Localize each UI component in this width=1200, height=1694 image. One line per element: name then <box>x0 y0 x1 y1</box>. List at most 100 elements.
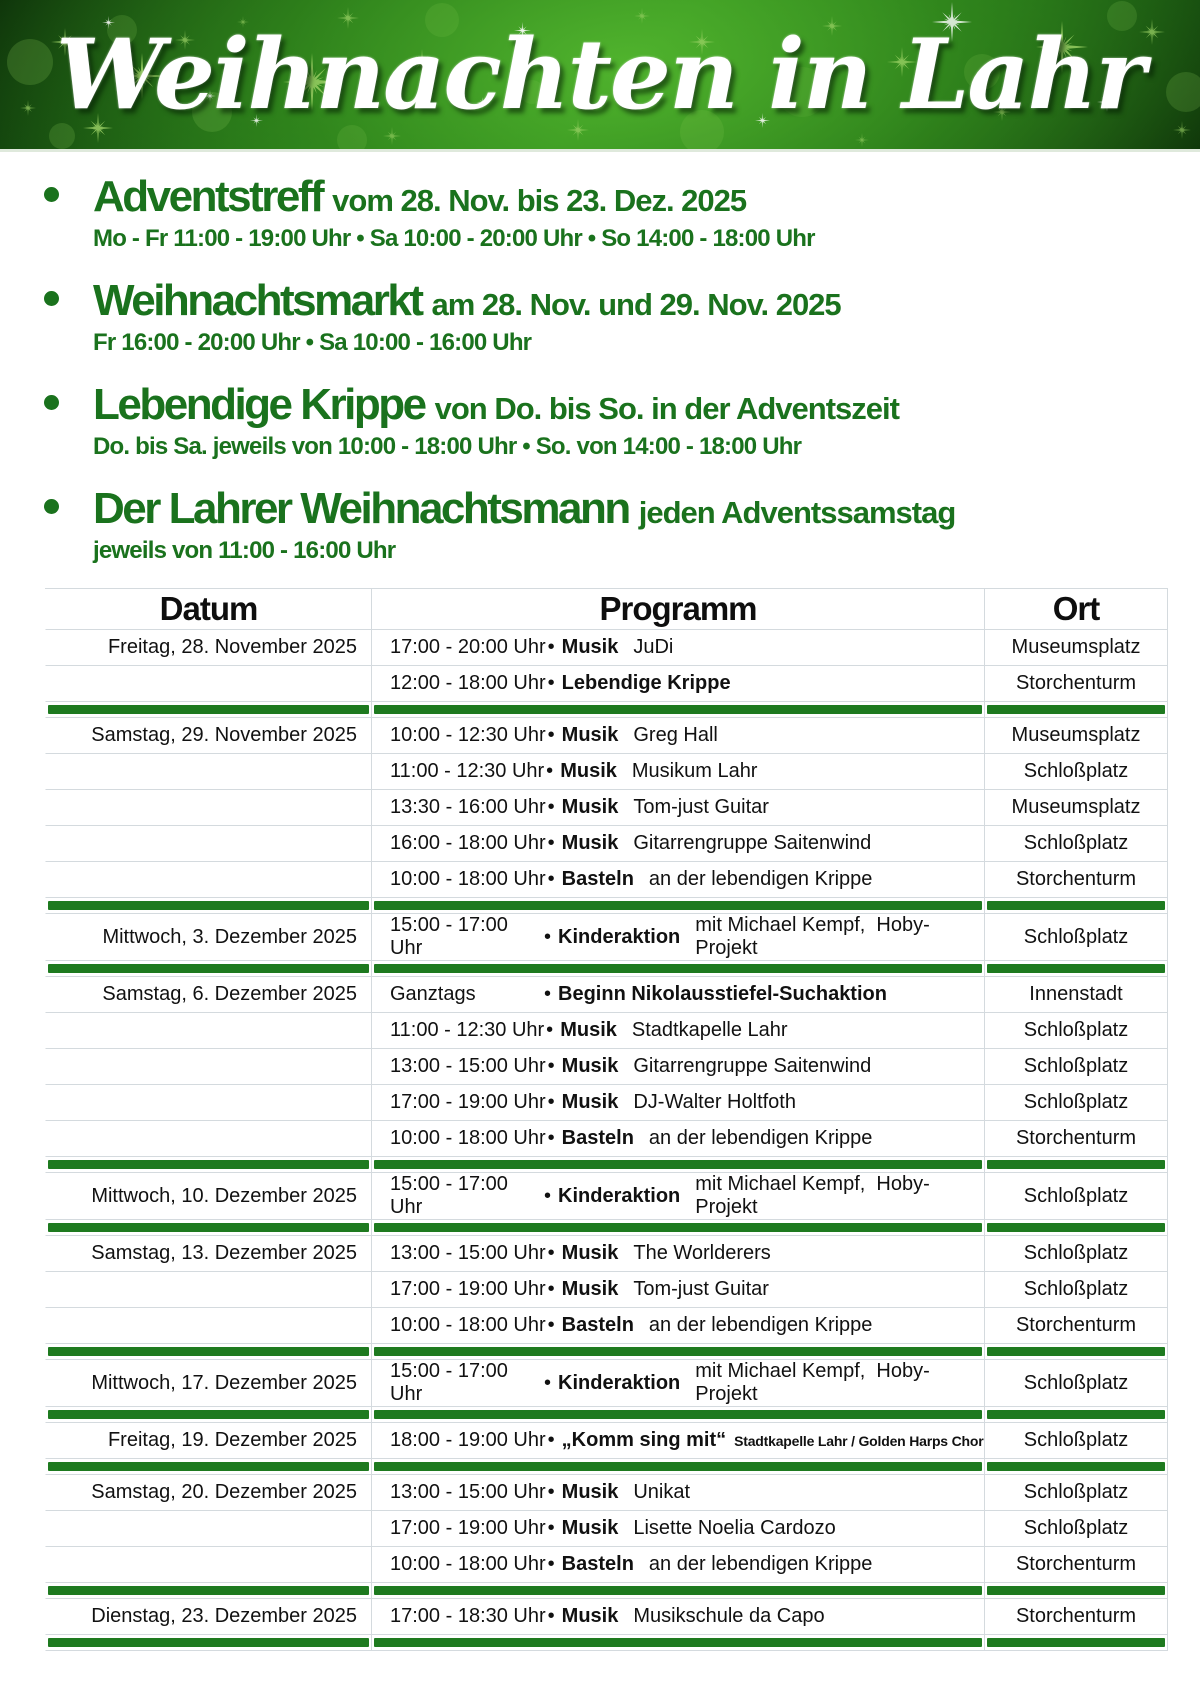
program-cell: Ganztags • Beginn Nikolausstiefel-Suchakti… <box>372 977 985 1013</box>
event-times: Mo - Fr 11:00 - 19:00 Uhr • Sa 10:00 - 2… <box>93 225 815 252</box>
date-cell: Freitag, 28. November 2025 <box>45 630 372 666</box>
date-cell: Samstag, 13. Dezember 2025 <box>45 1236 372 1272</box>
program-label: Musik <box>561 1055 619 1077</box>
program-cell: 16:00 - 18:00 Uhr • Musik Gitarrengruppe Sa… <box>372 826 985 862</box>
divider-cell <box>372 1407 985 1423</box>
divider-cell <box>985 1220 1168 1236</box>
time-range: 16:00 - 18:00 Uhr <box>390 832 546 854</box>
program-cell: 10:00 - 18:00 Uhr • Basteln an der lebendig… <box>372 1547 985 1583</box>
location-cell: Schloßplatz <box>985 1423 1168 1459</box>
date-cell <box>45 1272 372 1308</box>
location-cell: Schloßplatz <box>985 1049 1168 1085</box>
green-bar <box>48 1462 369 1471</box>
green-bar <box>374 964 982 973</box>
program-cell: 18:00 - 19:00 Uhr • „Komm sing mit“ Stadtka… <box>372 1423 985 1459</box>
divider-cell <box>985 1344 1168 1360</box>
bokeh-dot-icon <box>7 39 53 85</box>
program-detail: Stadtkapelle Lahr / Golden Harps Chor <box>734 1432 984 1449</box>
event-times: Do. bis Sa. jeweils von 10:00 - 18:00 Uh… <box>93 433 802 460</box>
table-row: 10:00 - 18:00 Uhr • Basteln an der lebendig… <box>45 1547 1168 1583</box>
event-summary-item: Lebendige Krippe von Do. bis So. in der A… <box>44 380 1170 461</box>
divider-cell <box>45 1635 372 1651</box>
time-range: 17:00 - 19:00 Uhr <box>390 1091 546 1113</box>
date-cell <box>45 862 372 898</box>
program-detail: The Worlderers <box>633 1242 771 1264</box>
date-cell: Samstag, 6. Dezember 2025 <box>45 977 372 1013</box>
column-header-datum: Datum <box>45 589 372 630</box>
bullet-separator: • <box>547 1091 555 1113</box>
program-cell: 10:00 - 12:30 Uhr • Musik Greg Hall <box>372 718 985 754</box>
location-cell: Schloßplatz <box>985 1511 1168 1547</box>
bullet-separator: • <box>544 925 552 948</box>
table-row: Dienstag, 23. Dezember 2025 17:00 - 18:3… <box>45 1599 1168 1635</box>
divider-cell <box>985 1459 1168 1475</box>
bullet-separator: • <box>547 1055 555 1077</box>
time-range: 10:00 - 18:00 Uhr <box>390 1314 546 1336</box>
event-subtitle: vom 28. Nov. bis 23. Dez. 2025 <box>332 183 747 218</box>
divider-cell <box>985 1157 1168 1173</box>
group-divider <box>45 1220 1168 1236</box>
location-cell: Innenstadt <box>985 977 1168 1013</box>
table-row: Mittwoch, 3. Dezember 2025 15:00 - 17:00… <box>45 914 1168 961</box>
location-cell: Schloßplatz <box>985 1272 1168 1308</box>
group-divider <box>45 898 1168 914</box>
time-range: Ganztags <box>390 983 476 1005</box>
program-label: Kinderaktion <box>558 1184 681 1207</box>
event-summary-text: Lebendige Krippe von Do. bis So. in der A… <box>93 380 900 461</box>
event-summary-item: Der Lahrer Weihnachtsmann jeden Adventssa… <box>44 484 1170 565</box>
location-cell: Storchenturm <box>985 666 1168 702</box>
divider-cell <box>45 1583 372 1599</box>
date-text: Freitag, 28. November 2025 <box>107 636 357 658</box>
green-bar <box>987 901 1165 910</box>
program-detail: Unikat <box>633 1481 691 1503</box>
program-label: Lebendige Krippe <box>561 672 731 694</box>
event-title: Adventstreff <box>93 172 325 221</box>
time-range: 13:00 - 15:00 Uhr <box>390 1481 546 1503</box>
program-label: Basteln <box>561 1314 634 1336</box>
table-row: 17:00 - 19:00 Uhr • Musik Tom-just Guitar S… <box>45 1272 1168 1308</box>
group-divider <box>45 1635 1168 1651</box>
bokeh-dot-icon <box>964 54 1000 90</box>
program-cell: 10:00 - 18:00 Uhr • Basteln an der lebendig… <box>372 1308 985 1344</box>
divider-cell <box>985 1635 1168 1651</box>
program-label: Musik <box>561 1605 619 1627</box>
date-cell <box>45 1511 372 1547</box>
event-title: Der Lahrer Weihnachtsmann <box>93 484 631 533</box>
program-detail: an der lebendigen Krippe <box>648 868 873 890</box>
date-text: Samstag, 13. Dezember 2025 <box>91 1242 357 1264</box>
table-row: Samstag, 6. Dezember 2025 Ganztags • Begin… <box>45 977 1168 1013</box>
time-range: 10:00 - 18:00 Uhr <box>390 868 546 890</box>
green-bar <box>48 1223 369 1232</box>
table-row: Freitag, 19. Dezember 2025 18:00 - 19:00… <box>45 1423 1168 1459</box>
location-cell: Schloßplatz <box>985 754 1168 790</box>
green-bar <box>987 1410 1165 1419</box>
location-cell: Schloßplatz <box>985 1475 1168 1511</box>
location-cell: Schloßplatz <box>985 1173 1168 1220</box>
program-label: Kinderaktion <box>558 925 681 948</box>
bullet-dot-icon <box>44 291 59 306</box>
bullet-separator: • <box>544 1371 552 1394</box>
table-row: 13:30 - 16:00 Uhr • Musik Tom-just Guitar M… <box>45 790 1168 826</box>
group-divider <box>45 1583 1168 1599</box>
program-cell: 17:00 - 20:00 Uhr • Musik JuDi <box>372 630 985 666</box>
bullet-separator: • <box>547 1127 555 1149</box>
green-bar <box>48 901 369 910</box>
date-cell <box>45 1085 372 1121</box>
bullet-separator: • <box>544 1184 552 1207</box>
program-label: Musik <box>561 832 619 854</box>
time-range: 10:00 - 12:30 Uhr <box>390 724 546 746</box>
program-cell: 15:00 - 17:00 Uhr • Kinderaktion mit Michae… <box>372 914 985 961</box>
bullet-separator: • <box>547 1242 555 1264</box>
date-cell <box>45 1013 372 1049</box>
bullet-separator: • <box>547 724 555 746</box>
table-row: Samstag, 29. November 2025 10:00 - 12:30… <box>45 718 1168 754</box>
program-detail: Gitarrengruppe Saitenwind <box>633 832 872 854</box>
table-row: 10:00 - 18:00 Uhr • Basteln an der lebendig… <box>45 1121 1168 1157</box>
location-cell: Schloßplatz <box>985 1236 1168 1272</box>
time-range: 13:00 - 15:00 Uhr <box>390 1242 546 1264</box>
program-label: „Komm sing mit“ <box>561 1429 727 1451</box>
event-summary-item: Adventstreff vom 28. Nov. bis 23. Dez. 20… <box>44 172 1170 253</box>
program-label: Musik <box>561 1278 619 1300</box>
green-bar <box>374 1410 982 1419</box>
column-header-programm: Programm <box>372 589 985 630</box>
